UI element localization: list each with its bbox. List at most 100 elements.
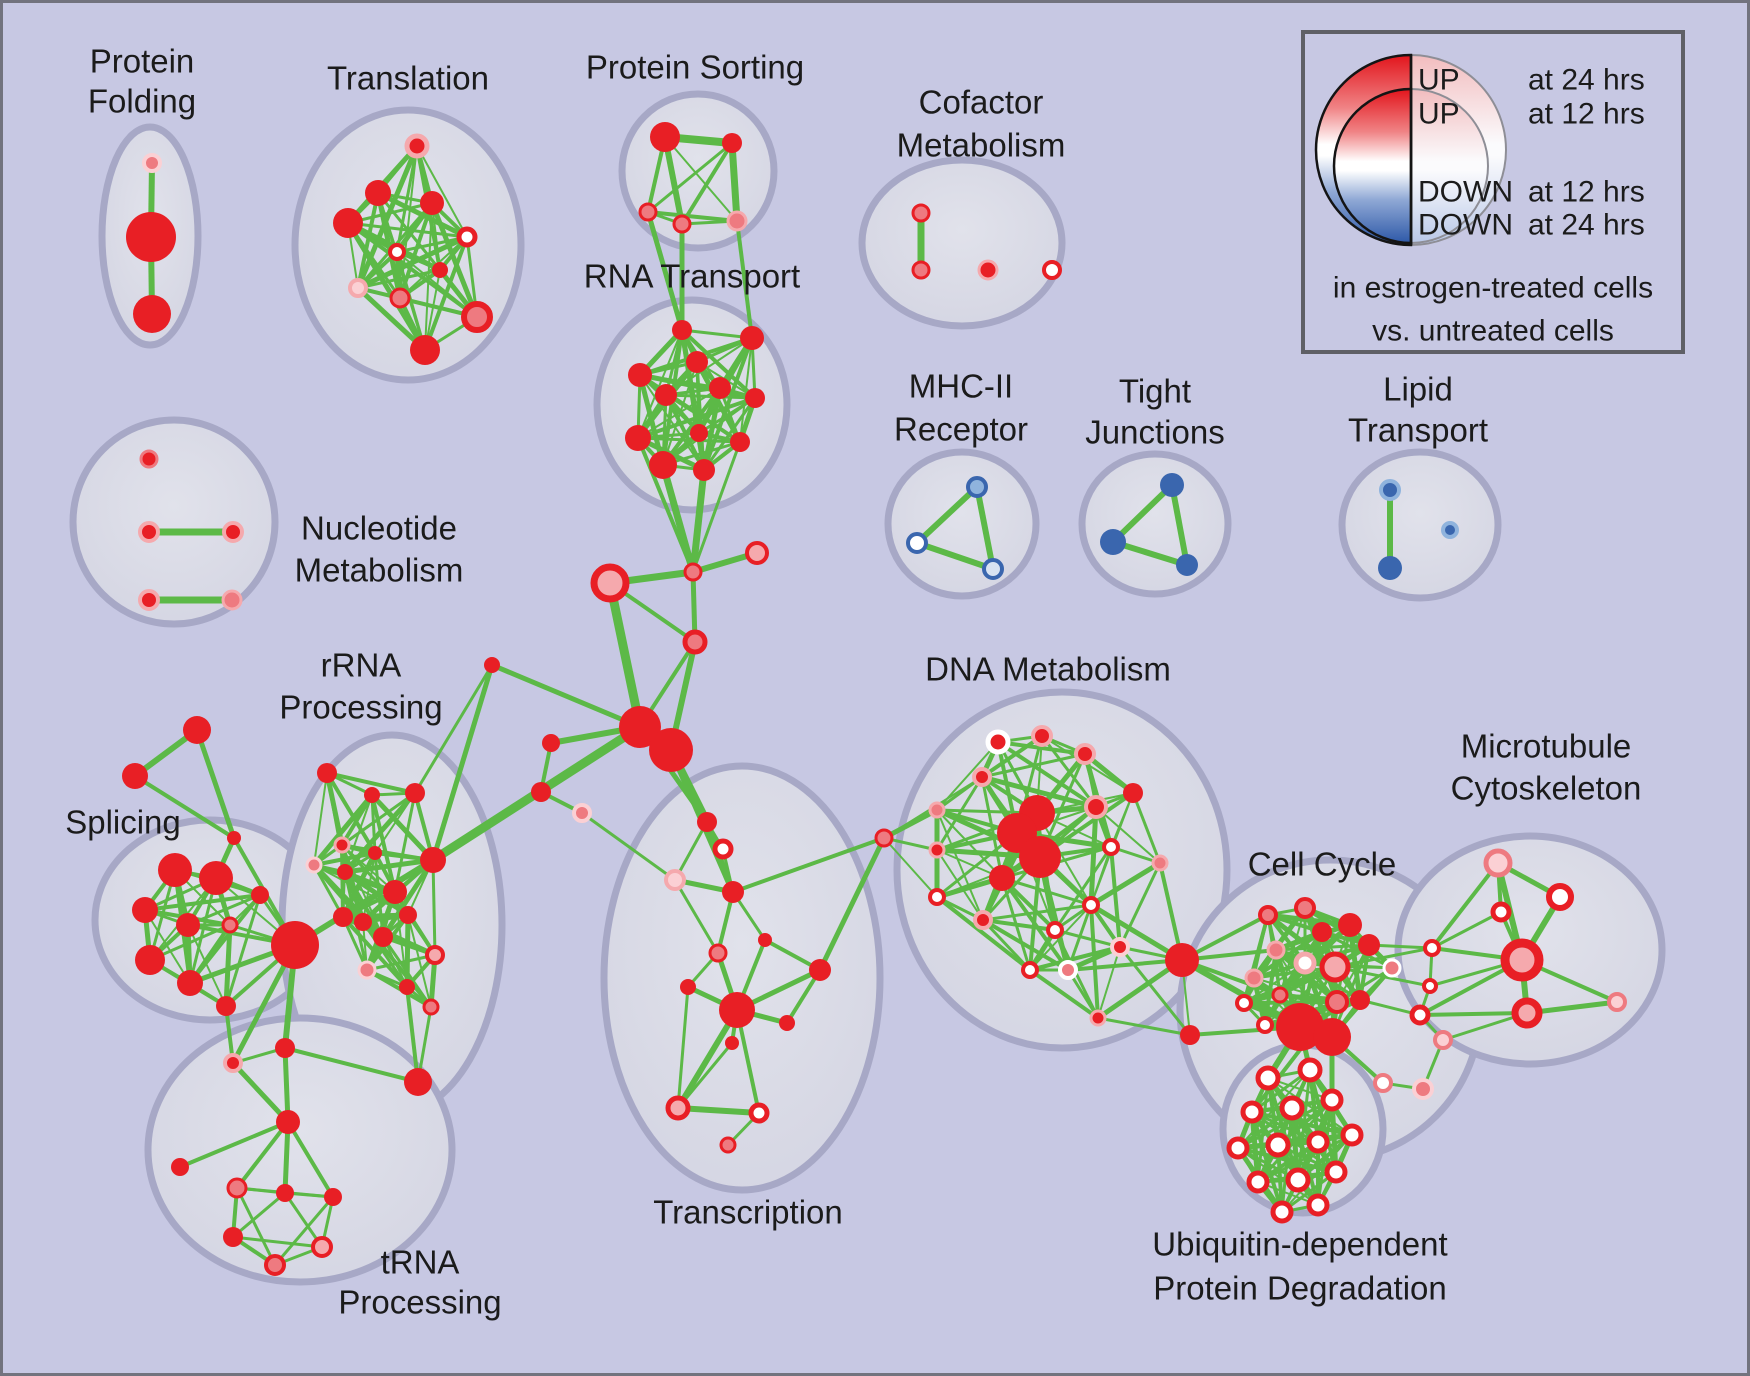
hub-node-2 (745, 541, 769, 565)
rrna-node-2 (405, 783, 425, 803)
network-edge (981, 774, 1097, 810)
trna-region (144, 1014, 456, 1286)
mhc-node-1 (906, 532, 928, 554)
ubiquitin-node-9 (1246, 1170, 1270, 1194)
network-edge (1089, 904, 1100, 1019)
cellcycle-node-1 (1294, 897, 1316, 919)
bridge-node-4 (1412, 1078, 1434, 1100)
network-edge (223, 924, 233, 1007)
cofactor-label-line-1: Metabolism (897, 127, 1066, 164)
ubiquitin-node-10 (1285, 1167, 1311, 1193)
network-edge (273, 1196, 335, 1266)
dna-node-12 (989, 865, 1015, 891)
rnaTransport-node-11 (693, 459, 715, 481)
legend-caption-line-0: in estrogen-treated cells (1333, 272, 1653, 305)
mhc-label-line-0: MHC-II (909, 368, 1013, 405)
cellcycle-node-14 (1350, 990, 1370, 1010)
microtubule-node-4 (1511, 997, 1543, 1029)
rrna-node-5 (337, 864, 353, 880)
network-edge (1000, 876, 1070, 972)
cellcycle-node-4 (1358, 934, 1380, 956)
network-edge (179, 1120, 289, 1169)
splicing-node-7 (216, 996, 236, 1016)
trna-node-5 (276, 1184, 294, 1202)
network-edge (883, 837, 938, 898)
trna-node-10 (404, 1068, 432, 1096)
dna-node-0 (985, 729, 1011, 755)
network-edge (232, 1235, 323, 1249)
transcription-node-1 (712, 838, 734, 860)
network-edge (347, 221, 468, 239)
network-edge (916, 540, 994, 572)
network-edge (416, 145, 468, 238)
network-edge (636, 437, 695, 573)
transcription-node-5 (708, 943, 728, 963)
splicing-node-0 (158, 853, 192, 887)
network-edge (1090, 846, 1112, 906)
rnaTransport-node-0 (672, 320, 692, 340)
splicing-node-1 (199, 861, 233, 895)
transcription-node-3 (722, 881, 744, 903)
network-edge (224, 894, 262, 1007)
network-edge (680, 328, 757, 400)
ubiquitin-label-line-0: Ubiquitin-dependent (1152, 1226, 1447, 1263)
network-edge (1169, 484, 1190, 566)
cofactor-label-line-0: Cofactor (919, 84, 1044, 121)
legend: UP at 24 hrs UP at 12 hrs DOWN at 12 hrs DOWN a… (1301, 30, 1685, 354)
network-edge (1334, 965, 1431, 988)
legend-entry-time-1: at 12 hrs (1528, 98, 1645, 131)
lipid-label-line-0: Lipid (1383, 371, 1453, 408)
network-edge (362, 852, 376, 923)
ubiquitin-node-0 (1255, 1065, 1281, 1091)
lipid-region (1338, 448, 1502, 602)
ubiquitin-node-8 (1340, 1123, 1364, 1147)
mhc-label-line-1: Receptor (894, 411, 1028, 448)
dna-node-13 (1102, 838, 1120, 856)
translation-node-9 (461, 301, 493, 333)
network-edge (673, 821, 709, 881)
dna-node-20 (1165, 943, 1199, 977)
network-edge (1275, 923, 1351, 952)
rnaTransport-node-7 (690, 424, 708, 442)
translation-node-1 (365, 180, 391, 206)
proteinSorting-node-1 (722, 133, 742, 153)
network-edge (639, 374, 705, 471)
network-edge (914, 484, 980, 546)
lipid-label-line-1: Transport (1348, 412, 1488, 449)
ubiquitin-node-12 (1270, 1200, 1294, 1224)
hub-node-7 (531, 782, 551, 802)
ubiquitin-label-line-1: Protein Degradation (1153, 1270, 1447, 1307)
ubiquitin-node-6 (1265, 1132, 1291, 1158)
network-edge (325, 771, 377, 855)
network-edge (936, 849, 984, 921)
cellcycle-node-16 (1325, 990, 1349, 1014)
dna-node-24 (1180, 1025, 1200, 1045)
network-edge (935, 776, 984, 851)
proteinSorting-node-4 (726, 210, 748, 232)
network-edge (1237, 1098, 1333, 1150)
microtubule-node-2 (1490, 901, 1512, 923)
bridge-node-5 (1373, 1073, 1393, 1093)
network-edge (981, 918, 1070, 972)
splicing-node-4 (221, 916, 239, 934)
microtubule-label-line-0: Microtubule (1461, 728, 1632, 765)
network-edge (491, 662, 641, 730)
rrna-node-6 (368, 846, 382, 860)
network-edge (187, 893, 261, 927)
bridge-node-2 (1409, 1004, 1431, 1026)
nucleotide-node-3 (138, 589, 160, 611)
proteinSorting-label-line-0: Protein Sorting (586, 49, 804, 86)
rnaTransport-node-3 (628, 363, 652, 387)
network-edge (673, 879, 720, 954)
rrna-node-1 (364, 787, 380, 803)
rrna-node-7 (383, 880, 407, 904)
splicing-label-line-0: Splicing (65, 804, 181, 841)
transcription-node-0 (697, 812, 717, 832)
tight-region (1078, 450, 1232, 598)
rnaTransport-node-9 (730, 432, 750, 452)
network-edge (188, 893, 262, 985)
rnaTransport-node-10 (649, 451, 677, 479)
cellcycle-node-10 (1235, 994, 1253, 1012)
cellcycle-node-9 (1271, 986, 1289, 1004)
network-edge (1110, 482, 1175, 545)
